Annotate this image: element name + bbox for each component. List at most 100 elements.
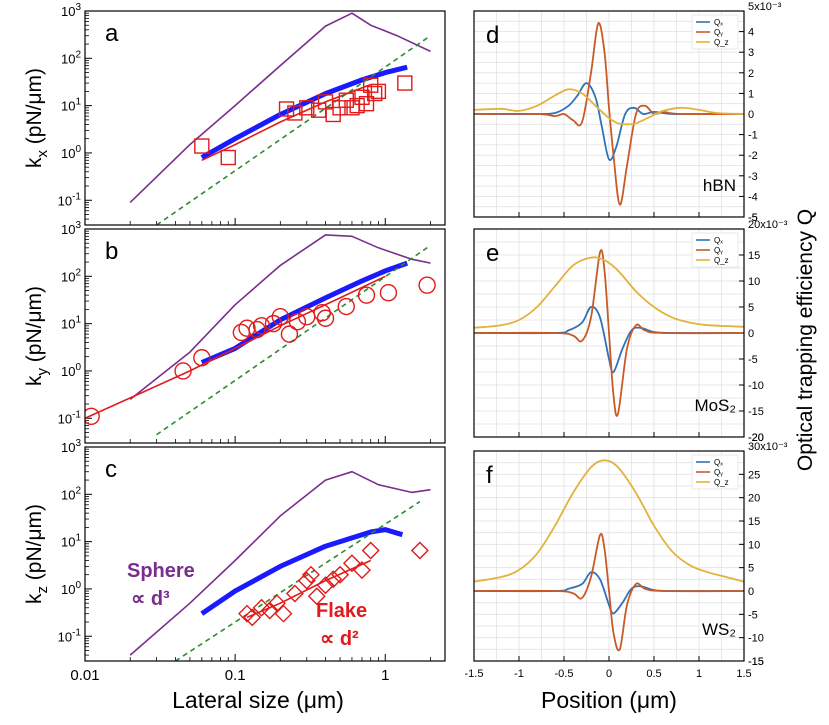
sphere-line	[129, 234, 431, 401]
y-exponent-label: 5x10⁻³	[748, 1, 782, 13]
plot-area	[474, 249, 744, 417]
y-axis-label: ky (pN/μm)	[23, 286, 51, 386]
y-tick-label: 3	[748, 47, 754, 59]
data-point-diamond	[301, 565, 320, 584]
y-axis-label-units: (pN/μm)	[23, 68, 46, 150]
axes-frame	[84, 228, 446, 444]
data-point-diamond	[267, 594, 286, 613]
y-axis-label-subscript: y	[34, 368, 51, 376]
data-point-circle	[248, 320, 266, 339]
y-tick-label: -10	[748, 633, 764, 645]
axes-frame	[473, 228, 745, 438]
data-point-square	[349, 97, 365, 114]
plot-area	[129, 12, 431, 225]
y-axis-label-units: (pN/μm)	[23, 286, 46, 368]
fit-line	[201, 83, 371, 162]
d2-line	[156, 244, 431, 436]
data-point-circle	[288, 312, 307, 331]
plot-area	[474, 459, 744, 652]
d2-line	[156, 35, 431, 225]
y-tick-exponent: 0	[75, 580, 81, 591]
data-point-diamond	[331, 565, 350, 584]
data-point-circle	[280, 325, 299, 343]
fit-line	[246, 559, 372, 619]
legend-label: Qₓ	[714, 18, 723, 27]
data-point-circle	[316, 309, 335, 327]
y-axis-label-subscript: x	[34, 150, 51, 158]
data-point-diamond	[307, 587, 326, 606]
y-tick-label: 101	[61, 97, 81, 114]
y-tick-exponent: 0	[75, 144, 81, 155]
panel-letter: e	[486, 240, 499, 267]
x-tick-label: 0.1	[225, 667, 246, 684]
data-point-circle	[232, 323, 251, 342]
data-point-circle	[238, 319, 256, 337]
data-point-diamond	[285, 584, 304, 603]
y-tick-label: 10-1	[58, 627, 82, 644]
y-tick-label: -5	[748, 212, 758, 224]
y-axis-label: kz (pN/μm)	[23, 504, 51, 604]
data-point-square	[287, 105, 303, 121]
y-tick-label: -15	[748, 406, 764, 418]
data-point-square	[299, 100, 315, 116]
y-tick-label: 101	[61, 533, 81, 550]
y-tick-label: -20	[748, 432, 764, 444]
y-tick-label: -10	[748, 380, 764, 392]
y-tick-exponent: -1	[72, 627, 81, 638]
right-ylabel: Optical trapping efficiency Q	[794, 209, 817, 471]
d2-line	[174, 500, 421, 661]
y-tick-label: 103	[61, 2, 81, 19]
y-tick-label: 0	[748, 586, 754, 598]
panel-letter: c	[105, 456, 117, 483]
sphere-scaling-label: ∝ d³	[131, 588, 170, 610]
data-point-diamond	[353, 561, 371, 580]
y-tick-exponent: 3	[75, 2, 81, 13]
y-tick-label: 102	[61, 49, 81, 66]
data-point-circle	[85, 407, 100, 425]
y-tick-label: -3	[748, 171, 758, 183]
y-tick-exponent: 3	[75, 438, 81, 449]
qz-curve	[474, 256, 744, 329]
y-tick-label: 0	[748, 328, 754, 340]
data-point-square	[358, 95, 375, 112]
y-tick-label: 25	[748, 469, 760, 481]
model-line	[200, 64, 408, 160]
y-tick-label: -4	[748, 191, 758, 203]
panel-letter: d	[486, 22, 499, 49]
panel-letter: f	[486, 462, 493, 489]
y-axis-label-units: (pN/μm)	[23, 504, 46, 586]
data-point-circle	[252, 317, 271, 335]
data-point-square	[278, 101, 295, 117]
y-tick-label: 103	[61, 220, 81, 237]
y-tick-label: -5	[748, 212, 758, 224]
y-axis-label-subscript: z	[34, 586, 51, 594]
qz-curve	[474, 459, 744, 583]
y-tick-label: 10	[748, 539, 760, 551]
legend-label: Qᵧ	[714, 468, 723, 477]
data-point-diamond	[297, 571, 316, 590]
y-tick-exponent: 2	[75, 49, 81, 60]
legend-label: Qᵧ	[714, 246, 723, 255]
x-tick-label: 1.5	[736, 668, 751, 680]
model-line	[200, 260, 409, 365]
qy-curve	[474, 249, 744, 417]
y-tick-label: 1	[748, 88, 754, 100]
legend-label: Qᵧ	[714, 28, 723, 37]
plot-area	[474, 22, 744, 206]
y-tick-label: 4	[748, 27, 754, 39]
legend-label: Q_z	[714, 256, 729, 265]
x-tick-label: 0	[606, 668, 612, 680]
data-point-diamond	[361, 541, 380, 560]
y-tick-exponent: -1	[72, 409, 81, 420]
y-tick-label: -5	[748, 609, 758, 621]
y-tick-label: 100	[61, 580, 81, 597]
x-tick-label: 1	[381, 667, 389, 684]
data-point-circle	[337, 297, 355, 316]
data-point-diamond	[238, 604, 257, 623]
plot-area	[85, 234, 436, 436]
sphere-line	[129, 470, 431, 656]
